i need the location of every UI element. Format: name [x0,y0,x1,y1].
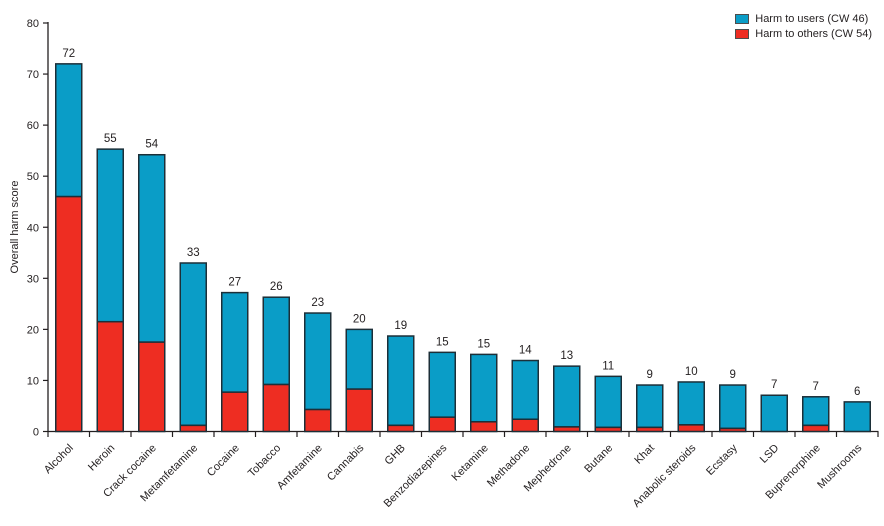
legend: Harm to users (CW 46) Harm to others (CW… [735,13,872,40]
bar-others-mephedrone [553,426,581,433]
x-category-label: Ecstasy [704,442,740,478]
y-tick-label: 70 [27,69,39,81]
bar-value-label: 54 [145,139,158,151]
bar-users-tobacco [262,296,290,386]
bar-users-crack-cocaine [138,153,166,343]
x-category-label: Cannabis [325,442,367,484]
bar-value-label: 72 [62,48,75,60]
bar-value-label: 9 [647,369,653,381]
bar-others-khat [636,426,664,433]
bar-value-label: 11 [602,360,614,372]
bar-others-tobacco [262,383,290,433]
y-tick-label: 60 [27,120,39,132]
x-category-label: Tobacco [246,442,283,479]
bar-others-crack-cocaine [138,341,166,433]
bar-users-amfetamine [304,312,332,411]
legend-item-users: Harm to users (CW 46) [735,13,872,25]
y-tick-label: 0 [33,427,39,439]
bar-users-anabolic-steroids [677,381,705,426]
x-category-label: Heroin [86,442,117,473]
x-category-label: Cocaine [205,442,242,479]
bar-value-label: 13 [560,350,573,362]
bar-value-label: 20 [353,313,366,325]
y-tick-label: 10 [27,375,39,387]
bar-value-label: 9 [730,369,736,381]
y-axis-title: Overall harm score [9,180,21,274]
bar-others-cocaine [221,391,249,433]
bar-others-ghb [387,424,415,433]
bar-users-cocaine [221,291,249,393]
bar-users-mushrooms [843,401,871,433]
bar-others-metamfetamine [179,424,207,433]
bar-others-buprenorphine [802,424,830,433]
bar-users-methadone [511,359,539,420]
bar-users-ghb [387,335,415,427]
bar-value-label: 23 [311,297,324,309]
bar-others-butane [594,426,622,433]
bar-value-label: 7 [771,379,777,391]
bar-value-label: 19 [394,320,407,332]
bar-users-ketamine [470,353,498,423]
bar-value-label: 14 [519,345,532,357]
y-tick-label: 20 [27,324,39,336]
x-category-label: Ketamine [450,442,491,483]
legend-swatch-users-icon [735,14,750,24]
bar-users-heroin [96,148,124,323]
bar-users-cannabis [345,328,373,390]
x-category-label: Alcohol [42,442,76,476]
bar-others-anabolic-steroids [677,424,705,433]
y-tick-label: 30 [27,273,39,285]
bar-others-alcohol [55,195,83,433]
bar-users-buprenorphine [802,396,830,427]
legend-item-others: Harm to others (CW 54) [735,28,872,40]
bar-value-label: 7 [813,381,819,393]
bar-users-alcohol [55,63,83,198]
bar-value-label: 6 [854,386,860,398]
legend-swatch-others-icon [735,29,750,39]
bar-users-ecstasy [719,384,747,430]
y-tick-label: 40 [27,222,39,234]
bar-users-lsd [760,394,788,433]
x-category-label: GHB [383,442,408,467]
bar-users-khat [636,384,664,429]
x-category-label: Khat [632,442,656,466]
x-category-label: Mushrooms [815,442,864,491]
bar-users-benzodiazepines [428,351,456,418]
legend-label-users: Harm to users (CW 46) [755,13,869,25]
bar-others-heroin [96,320,124,433]
bar-value-label: 55 [104,133,117,145]
bar-users-metamfetamine [179,262,207,427]
bar-others-methadone [511,418,539,433]
bar-value-label: 27 [228,277,241,289]
bar-others-amfetamine [304,408,332,433]
x-category-label: Butane [582,442,615,475]
bar-others-ketamine [470,421,498,433]
y-tick-label: 50 [27,171,39,183]
y-tick-label: 80 [27,18,39,30]
bar-others-benzodiazepines [428,416,456,433]
bar-value-label: 15 [436,336,449,348]
bar-value-label: 10 [685,366,698,378]
x-category-label: LSD [758,442,782,466]
bar-others-ecstasy [719,427,747,433]
bar-value-label: 33 [187,247,200,259]
bar-value-label: 26 [270,281,283,293]
bar-others-cannabis [345,388,373,433]
bar-value-label: 15 [477,338,490,350]
bar-users-butane [594,375,622,429]
bar-users-mephedrone [553,365,581,428]
legend-label-others: Harm to others (CW 54) [755,28,872,40]
